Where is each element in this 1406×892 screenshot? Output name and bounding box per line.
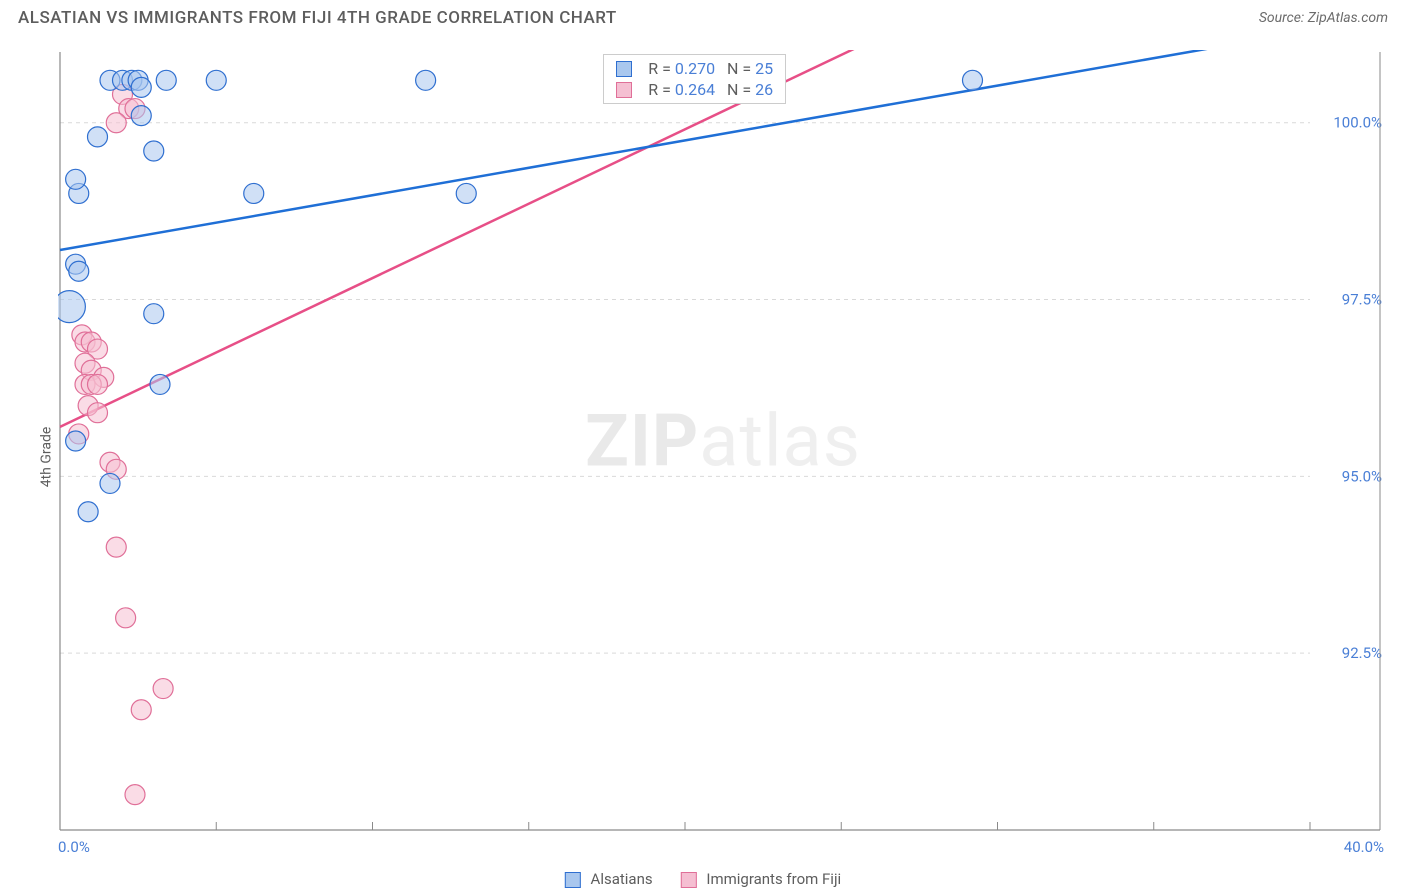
svg-text:97.5%: 97.5% xyxy=(1342,291,1382,309)
stat-row: R = 0.270 N = 25 xyxy=(616,59,773,78)
svg-text:95.0%: 95.0% xyxy=(1342,467,1382,485)
x-tick-label: 0.0% xyxy=(58,838,90,856)
legend-label: Immigrants from Fiji xyxy=(706,870,841,888)
x-axis-labels: 0.0% 40.0% xyxy=(58,838,1388,858)
swatch-icon xyxy=(616,61,632,77)
chart-container: 4th Grade 92.5%95.0%97.5%100.0% ZIPatlas… xyxy=(18,50,1388,864)
svg-text:92.5%: 92.5% xyxy=(1342,644,1382,662)
svg-text:100.0%: 100.0% xyxy=(1333,114,1382,132)
stats-legend-box: R = 0.270 N = 25 R = 0.264 N = 26 xyxy=(603,54,786,104)
legend-item-fiji: Immigrants from Fiji xyxy=(681,870,842,888)
y-axis-label: 4th Grade xyxy=(38,427,54,488)
legend-label: Alsatians xyxy=(591,870,653,888)
swatch-icon xyxy=(681,872,697,888)
footer-legend: Alsatians Immigrants from Fiji xyxy=(565,870,841,888)
plot-area: 92.5%95.0%97.5%100.0% ZIPatlas R = 0.270… xyxy=(58,50,1388,832)
swatch-icon xyxy=(565,872,581,888)
x-tick-label: 40.0% xyxy=(1344,838,1384,856)
chart-title: ALSATIAN VS IMMIGRANTS FROM FIJI 4TH GRA… xyxy=(18,8,617,28)
source-label: Source: ZipAtlas.com xyxy=(1259,10,1388,26)
stat-row: R = 0.264 N = 26 xyxy=(616,80,773,99)
legend-item-alsatians: Alsatians xyxy=(565,870,653,888)
swatch-icon xyxy=(616,82,632,98)
